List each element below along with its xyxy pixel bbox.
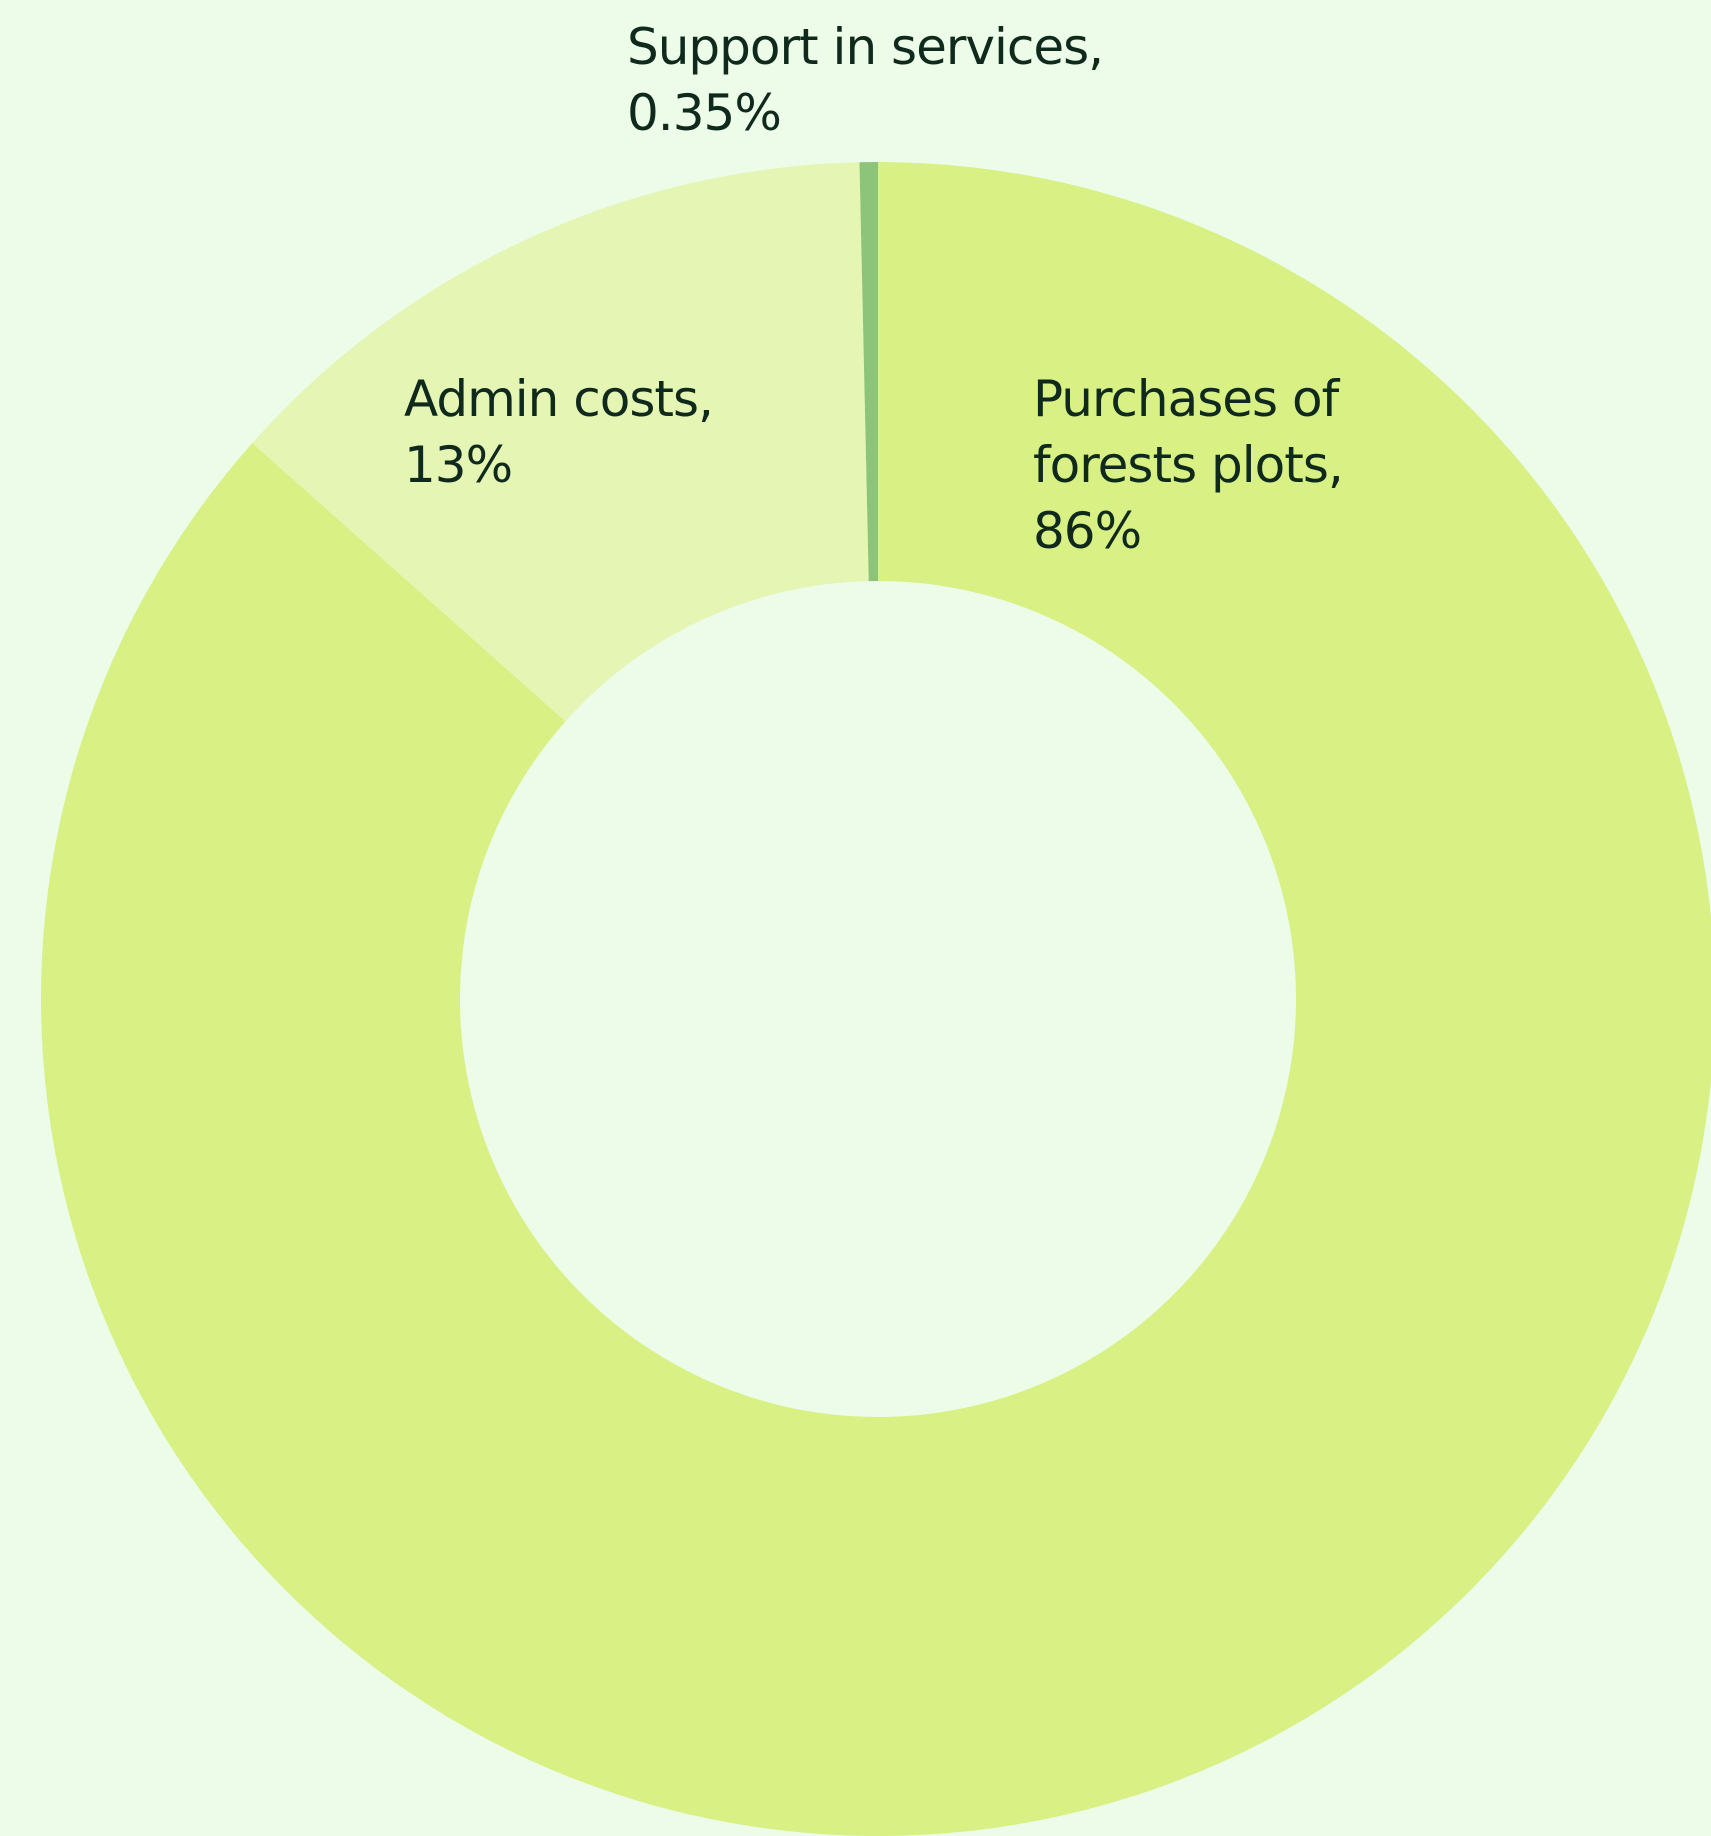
donut-slice [41,162,1711,1836]
slice-label: Purchases of forests plots, 86% [1033,366,1473,564]
slice-name: Support in services, [627,18,1104,76]
slice-name: Purchases of forests plots, [1033,370,1344,494]
slice-value: 13% [404,436,513,494]
donut-slice [859,162,878,582]
slice-label: Admin costs, 13% [404,366,804,498]
slice-value: 86% [1033,502,1142,560]
donut-slice [252,162,869,722]
slice-label: Support in services, 0.35% [627,14,1227,146]
slice-name: Admin costs, [404,370,714,428]
slice-value: 0.35% [627,84,782,142]
